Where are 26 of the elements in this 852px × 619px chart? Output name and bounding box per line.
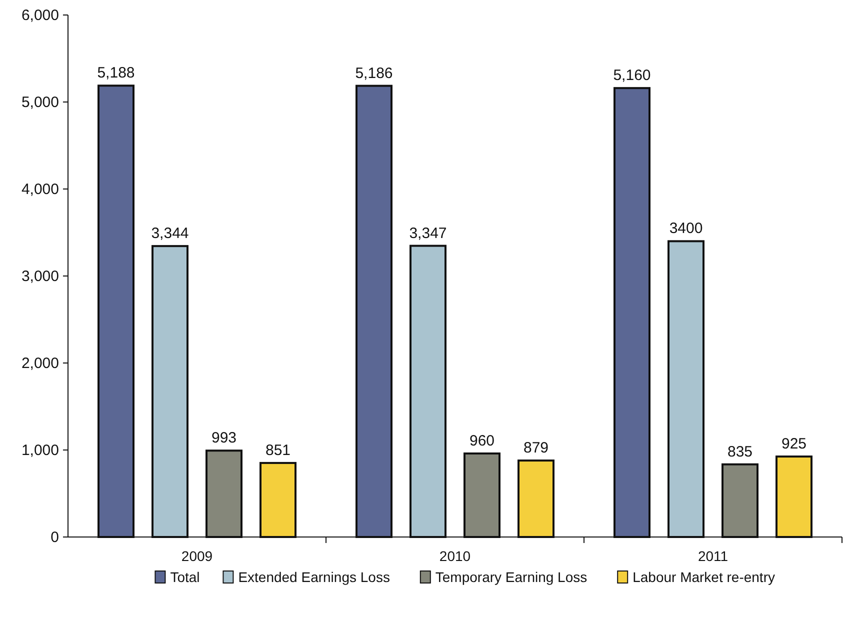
y-tick-label: 5,000: [21, 94, 59, 111]
data-label: 3400: [669, 220, 703, 238]
data-label: 993: [211, 430, 237, 447]
x-tick-label: 2010: [439, 548, 471, 564]
y-tick-label: 0: [50, 529, 59, 546]
data-label: 960: [469, 432, 495, 450]
legend-label: Total: [170, 569, 200, 585]
legend-label: Temporary Earning Loss: [435, 569, 588, 585]
x-tick-label: 2011: [698, 548, 728, 564]
data-label: 3,347: [409, 224, 447, 242]
data-label: 851: [265, 442, 291, 459]
data-label: 879: [523, 440, 549, 457]
y-tick-label: 2,000: [21, 355, 59, 372]
data-label: 5,160: [613, 67, 651, 84]
y-tick-label: 1,000: [21, 442, 59, 459]
y-tick-label: 4,000: [21, 181, 59, 198]
x-tick-label: 2009: [181, 548, 213, 564]
data-label: 5,186: [355, 64, 393, 82]
legend-label: Labour Market re-entry: [632, 569, 776, 585]
data-label: 3,344: [151, 225, 189, 242]
y-tick-label: 3,000: [21, 268, 59, 285]
data-label: 925: [781, 436, 807, 453]
legend-label: Extended Earnings Loss: [238, 569, 390, 585]
data-label: 835: [727, 443, 753, 460]
y-tick-label: 6,000: [21, 7, 59, 24]
data-label: 5,188: [97, 64, 135, 82]
